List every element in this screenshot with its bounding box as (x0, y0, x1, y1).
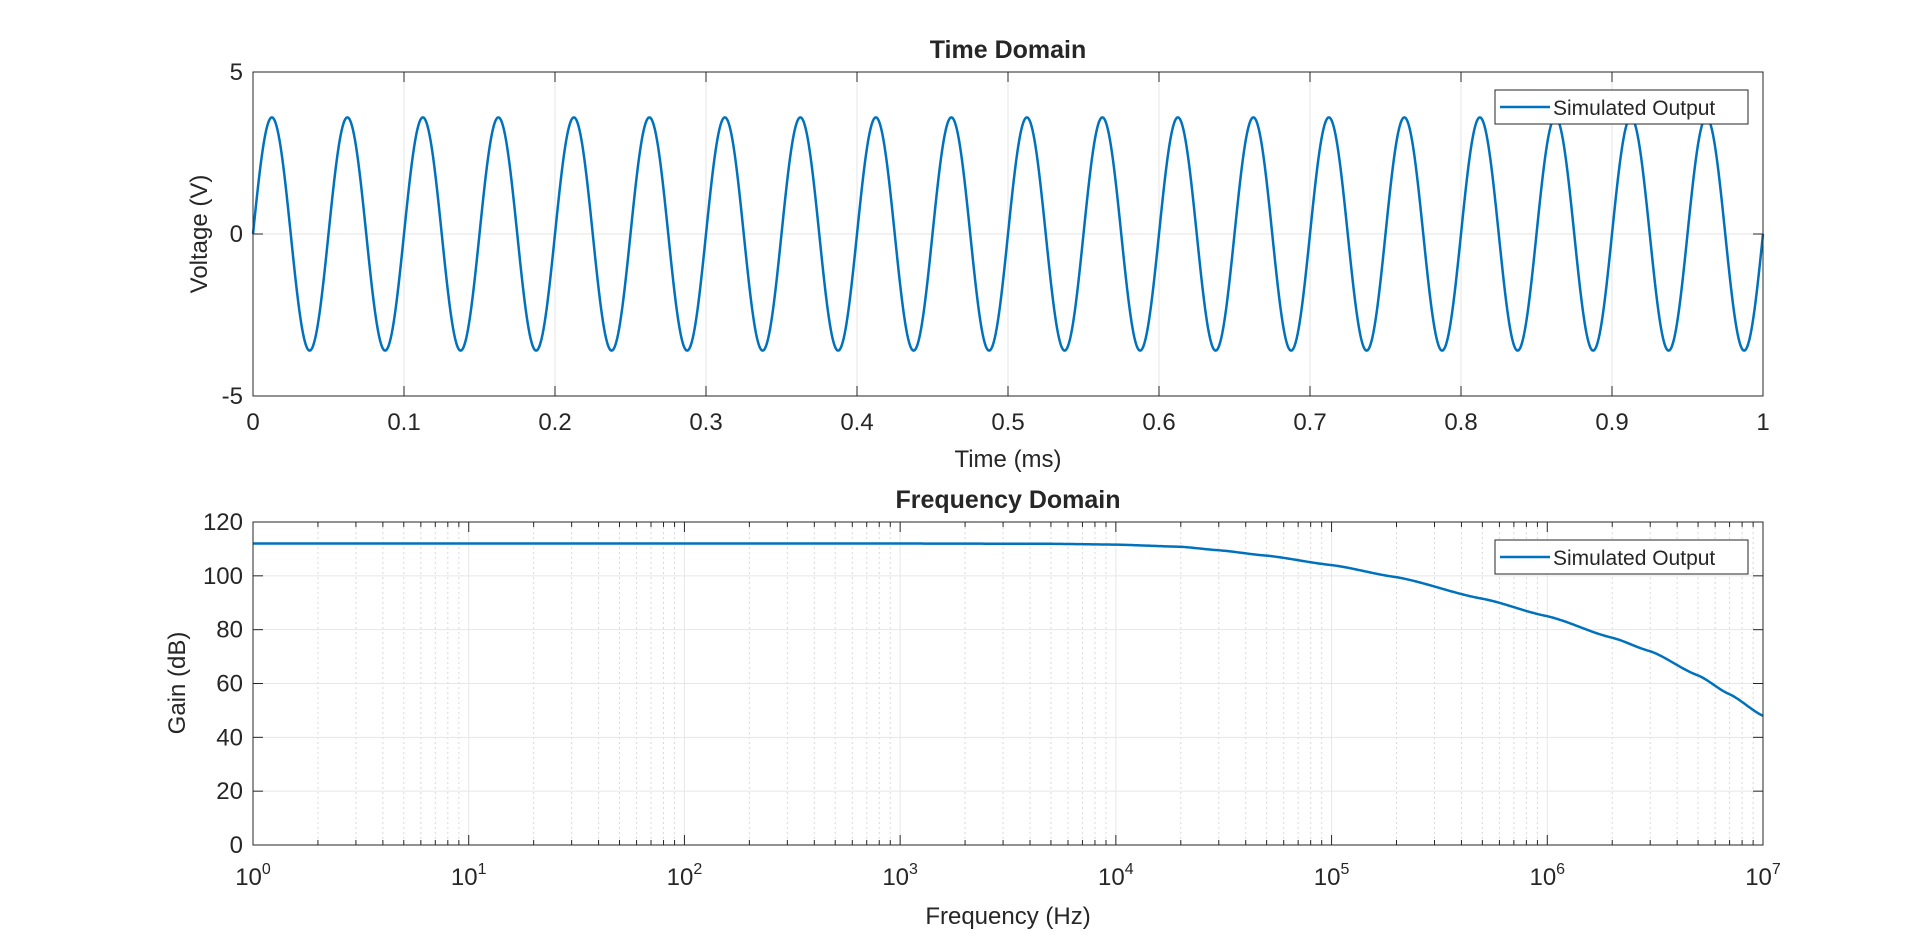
frequency-domain-plot: 100 101 102 103 104 105 106 107020406080100120 … (164, 486, 1781, 930)
x-tick-label-exponent: 0 (262, 861, 271, 878)
time-domain-title: Time Domain (930, 36, 1087, 64)
x-tick-label: 103 (882, 861, 918, 891)
y-tick-label: 5 (230, 59, 243, 86)
y-tick-label: 60 (216, 671, 243, 698)
frequency-domain-ylabel: Gain (dB) (164, 632, 191, 735)
x-tick-label: 105 (1314, 861, 1350, 891)
x-tick-label: 0.2 (538, 409, 571, 436)
x-tick-label-exponent: 3 (909, 861, 918, 878)
y-tick-label: 120 (203, 509, 243, 536)
time-domain-xlabel: Time (ms) (954, 446, 1061, 473)
y-tick-label: -5 (222, 383, 243, 410)
x-tick-label: 0.3 (689, 409, 722, 436)
x-tick-label-base: 10 (451, 864, 478, 891)
y-tick-label: 0 (230, 221, 243, 248)
frequency-domain-xlabel: Frequency (Hz) (925, 903, 1090, 930)
frequency-domain-legend: Simulated Output (1494, 539, 1749, 575)
x-tick-label-base: 10 (1314, 864, 1341, 891)
x-tick-label-base: 10 (1745, 864, 1772, 891)
x-tick-label: 0.1 (387, 409, 420, 436)
x-tick-label: 104 (1098, 861, 1134, 891)
time-domain-plot: 0 0.1 0.2 0.3 0.4 0.5 0.6 0.7 0.8 0.9 1-505 Time D… (186, 36, 1770, 473)
x-tick-label: 1 (1756, 409, 1769, 436)
x-tick-label: 0.4 (840, 409, 873, 436)
x-tick-label: 0 (246, 409, 259, 436)
x-tick-label-exponent: 6 (1556, 861, 1565, 878)
x-tick-label-base: 10 (667, 864, 694, 891)
x-tick-label-base: 10 (235, 864, 262, 891)
y-tick-label: 0 (230, 832, 243, 859)
x-tick-label: 106 (1529, 861, 1565, 891)
x-tick-label-exponent: 2 (693, 861, 702, 878)
x-tick-label-base: 10 (882, 864, 909, 891)
x-tick-label-exponent: 4 (1125, 861, 1134, 878)
series-line-simulated-output (251, 116, 1765, 352)
frequency-domain-series-group (253, 542, 1764, 717)
y-tick-label: 40 (216, 724, 243, 751)
y-tick-label: 100 (203, 563, 243, 590)
time-domain-ticks: 0 0.1 0.2 0.3 0.4 0.5 0.6 0.7 0.8 0.9 1-505 (222, 59, 1770, 436)
legend-label: Simulated Output (1553, 547, 1715, 570)
series-line-simulated-output (253, 542, 1764, 717)
x-tick-label: 0.8 (1444, 409, 1477, 436)
x-tick-label-exponent: 7 (1772, 861, 1781, 878)
x-tick-label-exponent: 1 (478, 861, 487, 878)
x-tick-label-base: 10 (1529, 864, 1556, 891)
x-tick-label: 102 (667, 861, 703, 891)
y-tick-label: 20 (216, 778, 243, 805)
x-tick-label: 101 (451, 861, 487, 891)
x-tick-label-base: 10 (1098, 864, 1125, 891)
x-tick-label: 107 (1745, 861, 1781, 891)
x-tick-label: 100 (235, 861, 271, 891)
x-tick-label: 0.6 (1142, 409, 1175, 436)
x-tick-label: 0.5 (991, 409, 1024, 436)
x-tick-label-exponent: 5 (1340, 861, 1349, 878)
frequency-domain-title: Frequency Domain (895, 486, 1120, 514)
time-domain-legend: Simulated Output (1494, 89, 1749, 125)
time-domain-series-group (251, 116, 1765, 352)
time-domain-ylabel: Voltage (V) (186, 175, 213, 294)
legend-label: Simulated Output (1553, 97, 1715, 120)
x-tick-label: 0.7 (1293, 409, 1326, 436)
y-tick-label: 80 (216, 617, 243, 644)
x-tick-label: 0.9 (1595, 409, 1628, 436)
